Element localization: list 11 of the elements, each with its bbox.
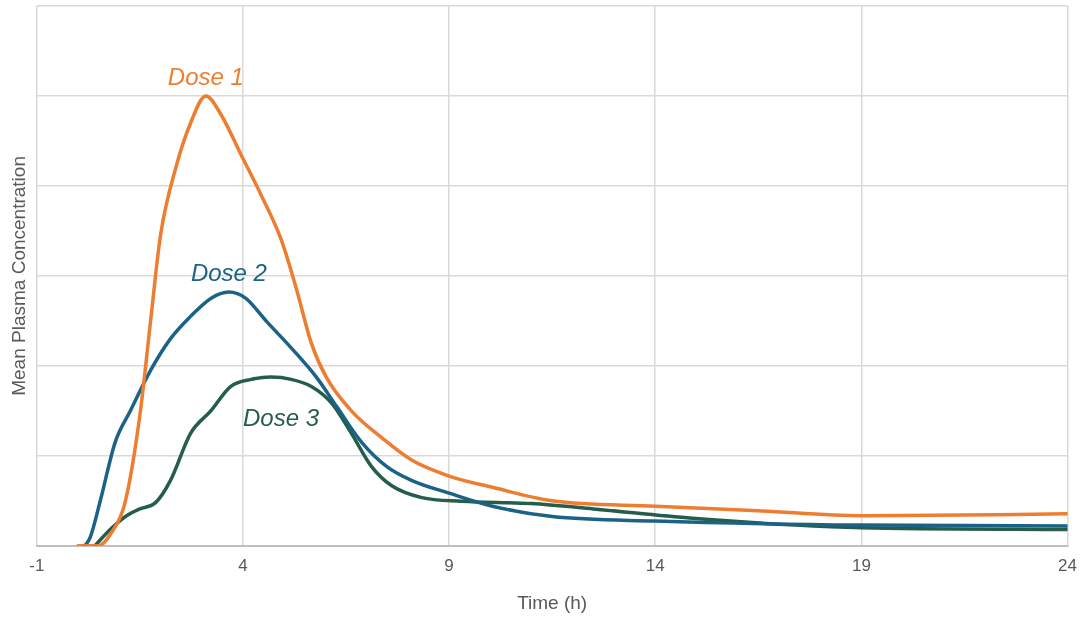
- x-tick-label: 9: [444, 555, 454, 575]
- x-tick-label: 24: [1058, 555, 1078, 575]
- x-axis-title: Time (h): [517, 591, 588, 613]
- x-tick-label: 4: [238, 555, 248, 575]
- x-tick-label: -1: [29, 555, 45, 575]
- x-tick-label: 14: [645, 555, 665, 575]
- x-tick-label: 19: [851, 555, 871, 575]
- series-label: Dose 1: [167, 62, 244, 90]
- series-label: Dose 3: [242, 403, 320, 431]
- y-axis-title: Mean Plasma Concentration: [7, 156, 29, 396]
- series-label: Dose 2: [190, 258, 267, 286]
